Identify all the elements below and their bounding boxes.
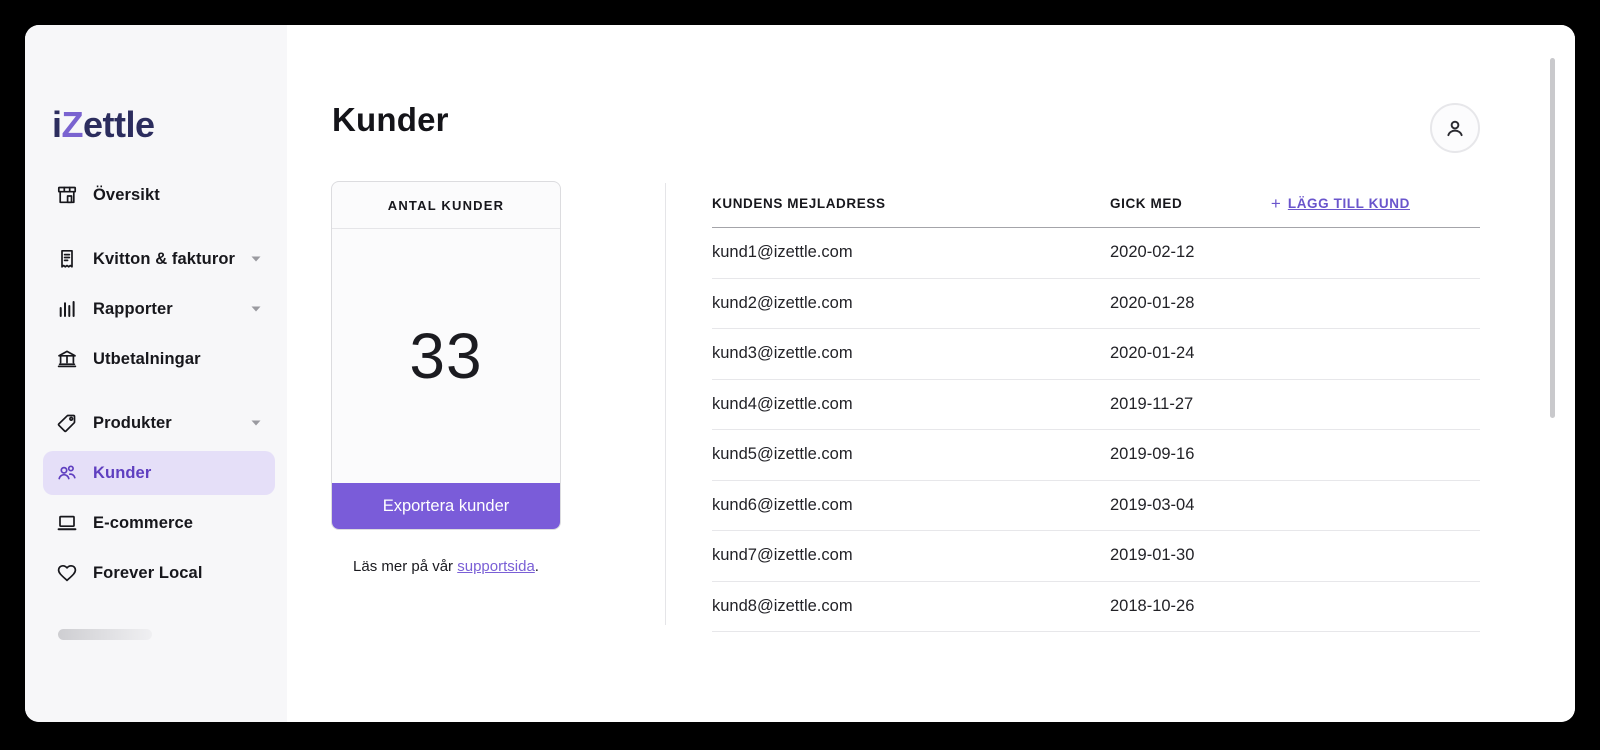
bank-icon [55,347,79,371]
customer-joined-date: 2019-03-04 [1110,495,1195,514]
card-body: 33 [332,229,560,483]
customers-table: KUNDENS MEJLADRESS GICK MED + LÄGG TILL … [712,185,1480,632]
customer-joined-date: 2019-11-27 [1110,394,1194,413]
main-content: Kunder ANTAL KUNDER 33 Exportera kunder … [287,25,1575,722]
sidebar-item-rapporter[interactable]: Rapporter [43,287,275,331]
customer-email: kund7@izettle.com [712,546,853,565]
customer-joined-date: 2020-01-24 [1110,344,1195,363]
scrollbar[interactable] [1550,58,1555,418]
customer-joined-date: 2020-01-28 [1110,293,1195,312]
vertical-divider [665,183,666,625]
tag-icon [55,411,79,435]
app-window: iZettle Översikt Kvitton & fakturor [25,25,1575,722]
sidebar-item-produkter[interactable]: Produkter [43,401,275,445]
column-header-email: KUNDENS MEJLADRESS [712,196,886,211]
logo-i: i [52,104,62,145]
sidebar-item-label: E-commerce [93,513,194,532]
plus-icon: + [1270,194,1281,213]
sidebar-item-label: Kunder [93,463,152,482]
sidebar-item-utbetalningar[interactable]: Utbetalningar [43,337,275,381]
customer-email: kund4@izettle.com [712,394,853,413]
sidebar-item-oversikt[interactable]: Översikt [43,173,275,217]
customer-email: kund2@izettle.com [712,293,853,312]
card-header: ANTAL KUNDER [332,182,560,229]
customer-email: kund1@izettle.com [712,243,853,262]
add-customer-link[interactable]: + LÄGG TILL KUND [1270,194,1410,213]
customer-joined-date: 2019-01-30 [1110,546,1195,565]
sidebar-item-label: Produkter [93,413,172,432]
add-customer-label: LÄGG TILL KUND [1287,196,1410,211]
account-button[interactable] [1430,103,1480,153]
sidebar-item-label: Kvitton & fakturor [93,249,236,268]
table-row[interactable]: kund7@izettle.com 2019-01-30 [712,531,1480,582]
logo-rest: ettle [83,104,155,145]
people-icon [55,461,79,485]
support-note-prefix: Läs mer på vår [353,558,458,575]
table-row[interactable]: kund6@izettle.com 2019-03-04 [712,481,1480,531]
storefront-icon [55,183,79,207]
customer-joined-date: 2018-10-26 [1110,596,1195,615]
table-row[interactable]: kund8@izettle.com 2018-10-26 [712,582,1480,632]
logo-z: Z [61,104,84,145]
support-link[interactable]: supportsida [457,558,535,575]
summary-column: ANTAL KUNDER 33 Exportera kunder Läs mer… [331,181,561,575]
table-row[interactable]: kund2@izettle.com 2020-01-28 [712,279,1480,329]
sidebar-item-forever-local[interactable]: Forever Local [43,551,275,595]
sidebar-item-label: Utbetalningar [93,349,201,368]
table-header-row: KUNDENS MEJLADRESS GICK MED + LÄGG TILL … [712,185,1480,228]
customer-joined-date: 2020-02-12 [1110,243,1195,262]
page-title: Kunder [332,101,449,138]
customer-email: kund3@izettle.com [712,344,853,363]
table-row[interactable]: kund4@izettle.com 2019-11-27 [712,380,1480,430]
sidebar: iZettle Översikt Kvitton & fakturor [25,25,287,722]
customer-email: kund6@izettle.com [712,495,853,514]
sidebar-item-kunder[interactable]: Kunder [43,451,275,495]
support-note-suffix: . [534,558,539,575]
table-row[interactable]: kund5@izettle.com 2019-09-16 [712,430,1480,481]
sidebar-item-label: Forever Local [93,563,203,582]
chevron-down-icon [251,420,261,426]
bar-chart-icon [55,297,79,321]
column-header-joined: GICK MED [1110,196,1183,211]
chevron-down-icon [251,256,261,262]
sidebar-nav: Översikt Kvitton & fakturor Rapporter [25,173,287,601]
sidebar-item-kvitton-fakturor[interactable]: Kvitton & fakturor [43,237,275,281]
laptop-icon [55,511,79,535]
table-row[interactable]: kund3@izettle.com 2020-01-24 [712,329,1480,380]
chevron-down-icon [251,306,261,312]
heart-icon [55,561,79,585]
customer-email: kund5@izettle.com [712,445,853,464]
customer-count-card: ANTAL KUNDER 33 Exportera kunder [331,181,561,530]
customer-joined-date: 2019-09-16 [1110,445,1195,464]
table-row[interactable]: kund1@izettle.com 2020-02-12 [712,228,1480,279]
customer-email: kund8@izettle.com [712,596,853,615]
user-icon [1442,115,1468,141]
sidebar-item-label: Översikt [93,185,160,204]
sidebar-item-faded [58,629,152,640]
sidebar-item-label: Rapporter [93,299,173,318]
support-note: Läs mer på vår supportsida. [331,558,561,575]
customer-count: 33 [409,320,483,392]
izettle-logo: iZettle [52,104,155,146]
receipt-icon [55,247,79,271]
sidebar-item-ecommerce[interactable]: E-commerce [43,501,275,545]
export-customers-button[interactable]: Exportera kunder [332,483,560,529]
